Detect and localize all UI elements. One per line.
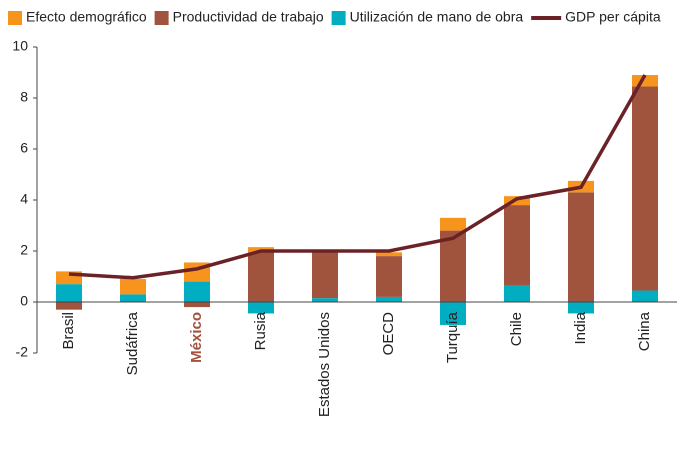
x-tick-label: Chile: [508, 312, 525, 346]
legend-item: Productividad de trabajo: [154, 9, 324, 25]
bar-segment: [504, 285, 530, 302]
x-tick-label: India: [572, 311, 589, 344]
bar-segment: [504, 205, 530, 286]
y-tick-label: 4: [20, 191, 28, 207]
legend-swatch: [8, 11, 22, 25]
bar-segment: [56, 302, 82, 310]
bar-segment: [184, 302, 210, 308]
y-tick-label: 2: [20, 242, 28, 258]
legend-item: Utilización de mano de obra: [331, 9, 524, 25]
y-tick-label: -2: [16, 344, 29, 360]
legend-label: Utilización de mano de obra: [350, 9, 524, 25]
bar-segment: [632, 75, 658, 87]
bar-segment: [632, 86, 658, 291]
x-tick-label: Sudáfrica: [124, 311, 141, 375]
bar-segment: [568, 192, 594, 302]
legend-swatch: [331, 11, 346, 25]
bar-segment: [632, 290, 658, 302]
bar-segment: [376, 296, 402, 302]
bar-segment: [184, 281, 210, 302]
bar-segment: [440, 217, 466, 231]
bar-segment: [376, 256, 402, 297]
x-tick-label: Rusia: [252, 311, 269, 350]
bar-segment: [248, 252, 274, 302]
legend-swatch: [154, 11, 169, 25]
x-tick-label: Turquía: [444, 311, 461, 363]
x-tick-label: Brasil: [60, 312, 77, 350]
y-tick-label: 0: [20, 293, 28, 309]
bar-segment: [568, 302, 594, 314]
bar-segment: [376, 252, 402, 257]
y-tick-label: 6: [20, 140, 28, 156]
y-tick-label: 10: [12, 38, 28, 54]
bar-segment: [56, 284, 82, 302]
bar-segment: [248, 302, 274, 314]
legend-item: GDP per cápita: [531, 9, 661, 25]
bar-segment: [120, 294, 146, 302]
x-tick-label: Estados Unidos: [316, 312, 333, 417]
legend-label: Productividad de trabajo: [173, 9, 324, 25]
x-tick-label: OECD: [380, 312, 397, 356]
bar-segment: [440, 230, 466, 302]
bar-segment: [440, 302, 466, 325]
bar-segment: [312, 298, 338, 302]
x-tick-label: México: [188, 312, 205, 363]
legend-label: GDP per cápita: [565, 9, 661, 25]
legend-item: Efecto demográfico: [8, 9, 147, 25]
line-series: [68, 74, 647, 280]
bar-segment: [312, 252, 338, 299]
y-tick-label: 8: [20, 89, 28, 105]
legend-label: Efecto demográfico: [26, 9, 147, 25]
bar-segment: [120, 279, 146, 295]
x-tick-label: China: [636, 311, 653, 351]
